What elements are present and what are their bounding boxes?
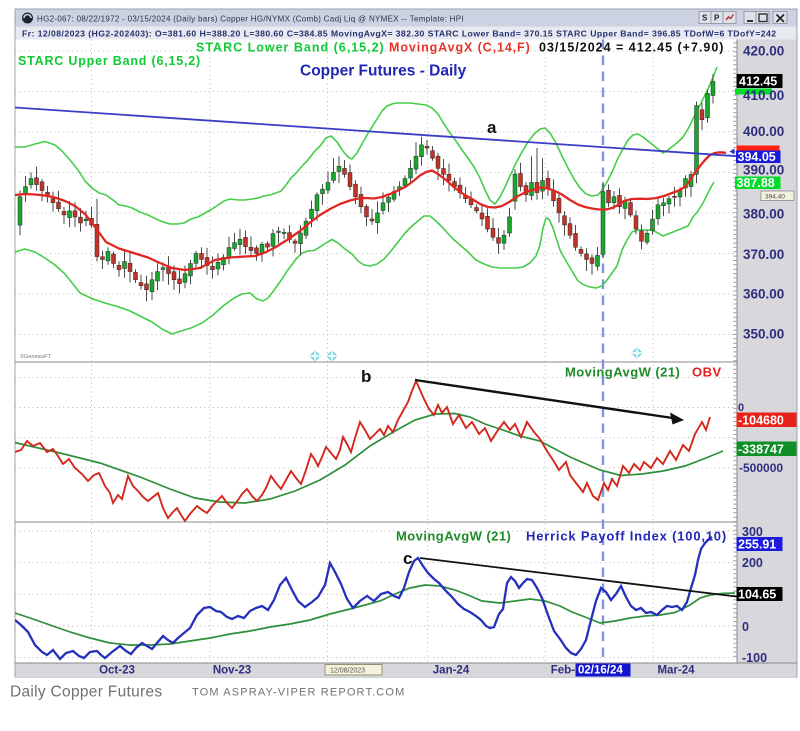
svg-text:OBV: OBV xyxy=(692,365,722,380)
svg-text:255.91: 255.91 xyxy=(738,538,776,552)
svg-text:03/15/2024 = 412.45 (+7.90): 03/15/2024 = 412.45 (+7.90) xyxy=(539,41,724,55)
svg-text:HG2-067: 08/22/1972 - 03/15/20: HG2-067: 08/22/1972 - 03/15/2024 (Daily … xyxy=(37,15,464,24)
svg-text:104.65: 104.65 xyxy=(738,588,776,602)
svg-text:-338747: -338747 xyxy=(738,443,784,457)
svg-text:MovingAvgW (21): MovingAvgW (21) xyxy=(565,365,680,380)
svg-text:P: P xyxy=(714,14,720,23)
svg-text:TOM ASPRAY-VIPER REPORT.COM: TOM ASPRAY-VIPER REPORT.COM xyxy=(192,687,405,699)
svg-text:12/08/2023: 12/08/2023 xyxy=(330,668,365,675)
svg-text:a: a xyxy=(487,118,497,137)
svg-text:STARC Lower Band (6,15,2): STARC Lower Band (6,15,2) xyxy=(196,41,385,55)
svg-text:394.05: 394.05 xyxy=(738,150,776,164)
svg-text:Herrick Payoff Index (100,10): Herrick Payoff Index (100,10) xyxy=(526,529,727,544)
svg-text:0: 0 xyxy=(738,402,744,414)
svg-text:Daily Copper Futures: Daily Copper Futures xyxy=(10,684,162,701)
svg-text:b: b xyxy=(361,367,371,386)
svg-text:380.00: 380.00 xyxy=(743,207,784,222)
svg-text:370.00: 370.00 xyxy=(743,247,784,262)
svg-text:390.00: 390.00 xyxy=(743,163,784,178)
svg-text:02/16/24: 02/16/24 xyxy=(578,665,623,677)
svg-text:c: c xyxy=(403,549,412,568)
svg-text:S: S xyxy=(702,14,708,23)
svg-text:MovingAvgX (C,14,F): MovingAvgX (C,14,F) xyxy=(389,41,531,55)
svg-text:-100: -100 xyxy=(742,651,767,665)
svg-text:STARC Upper Band (6,15,2): STARC Upper Band (6,15,2) xyxy=(18,54,201,68)
svg-text:300: 300 xyxy=(742,525,763,539)
svg-text:400.00: 400.00 xyxy=(743,124,784,139)
svg-text:Feb-: Feb- xyxy=(551,665,575,677)
svg-text:Jan-24: Jan-24 xyxy=(433,665,470,677)
svg-text:412.45: 412.45 xyxy=(739,75,777,89)
svg-text:394.40: 394.40 xyxy=(765,194,785,201)
svg-text:360.00: 360.00 xyxy=(743,287,784,302)
svg-text:Oct-23: Oct-23 xyxy=(99,665,135,677)
svg-text:0: 0 xyxy=(742,620,749,634)
svg-text:387.88: 387.88 xyxy=(737,176,775,190)
svg-text:Copper Futures - Daily: Copper Futures - Daily xyxy=(300,63,467,80)
svg-text:-104680: -104680 xyxy=(738,414,784,428)
svg-text:-500000: -500000 xyxy=(739,461,783,475)
svg-text:350.00: 350.00 xyxy=(743,327,784,342)
svg-text:©GenesisFT: ©GenesisFT xyxy=(20,353,52,360)
svg-text:200: 200 xyxy=(742,556,763,570)
svg-text:Nov-23: Nov-23 xyxy=(213,665,251,677)
svg-text:Mar-24: Mar-24 xyxy=(657,665,695,677)
svg-text:410.00: 410.00 xyxy=(743,88,784,103)
svg-text:420.00: 420.00 xyxy=(743,44,784,59)
svg-text:Fr: 12/08/2023 (HG2-202403):: Fr: 12/08/2023 (HG2-202403): O=381.60 H=… xyxy=(22,29,776,39)
svg-text:MovingAvgW (21): MovingAvgW (21) xyxy=(396,529,511,544)
